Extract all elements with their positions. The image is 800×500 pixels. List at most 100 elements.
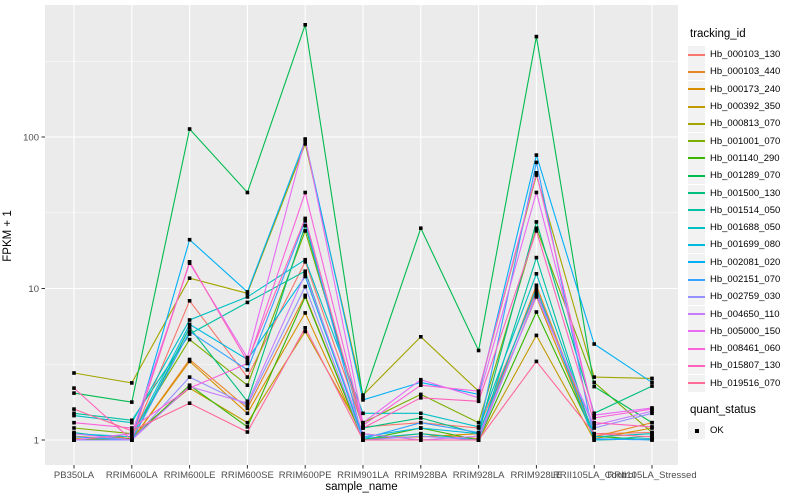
- data-point-Hb_001688_050: [361, 411, 365, 416]
- legend-color-line: [688, 330, 705, 333]
- legend-item-label: Hb_000103_130: [710, 49, 781, 61]
- legend-item-label: Hb_004650_110: [710, 308, 780, 320]
- legend-color-line: [688, 157, 705, 160]
- data-point-Hb_001289_070: [592, 384, 596, 389]
- data-point-Hb_002759_030: [187, 375, 192, 379]
- legend-color-line: [688, 192, 705, 195]
- data-point-Hb_000173_240: [303, 311, 307, 315]
- legend-key-swatch: [688, 219, 705, 237]
- legend-item-Hb_001514_050: Hb_001514_050: [688, 201, 800, 219]
- legend-key-swatch: [688, 201, 705, 219]
- legend-key-swatch: [688, 132, 705, 150]
- legend-color-line: [688, 53, 705, 56]
- legend-key-swatch: [688, 288, 705, 306]
- data-point-Hb_008461_060: [245, 361, 250, 366]
- y-tick-label: 100: [23, 133, 39, 144]
- legend-item-label: Hb_002151_070: [710, 274, 781, 285]
- data-point-Hb_001514_050: [72, 411, 76, 416]
- legend-item-label: Hb_000392_350: [710, 101, 781, 113]
- data-point-Hb_001289_070: [361, 396, 365, 400]
- data-point-Hb_000392_350: [534, 333, 539, 338]
- data-point-Hb_015807_130: [72, 386, 76, 390]
- data-point-Hb_019516_070: [650, 435, 654, 439]
- data-point-Hb_002759_030: [245, 403, 250, 407]
- data-point-Hb_008461_060: [187, 386, 192, 390]
- data-point-Hb_001001_070: [592, 380, 596, 385]
- data-point-Hb_002151_070: [187, 329, 192, 334]
- data-point-Hb_008461_060: [476, 389, 481, 393]
- data-point-Hb_001514_050: [130, 418, 134, 423]
- legend-color-line: [688, 174, 705, 177]
- legend-item-label: Hb_002081_020: [710, 256, 781, 268]
- data-point-Hb_001289_070: [419, 226, 423, 230]
- legend-item-Hb_000173_240: Hb_000173_240: [688, 80, 800, 98]
- data-point-Hb_015807_130: [419, 396, 423, 400]
- y-tick-label: 10: [28, 284, 39, 295]
- data-point-Hb_002081_020: [592, 342, 596, 346]
- data-point-Hb_004650_110: [303, 272, 307, 276]
- legend-item-quant-ok: OK: [688, 422, 800, 440]
- data-point-Hb_019516_070: [534, 359, 539, 364]
- legend-item-label: Hb_005000_150: [710, 325, 781, 337]
- x-tick-label: RRII105LA_Control: [553, 470, 635, 481]
- data-point-Hb_002759_030: [650, 411, 654, 416]
- data-point-Hb_015807_130: [361, 426, 365, 430]
- data-point-Hb_000103_440: [534, 283, 539, 288]
- data-point-Hb_001500_130: [245, 399, 250, 404]
- legend-item-Hb_004650_110: Hb_004650_110: [688, 305, 800, 323]
- legend-item-label: Hb_008461_060: [710, 343, 781, 355]
- data-point-Hb_000813_070: [187, 276, 192, 280]
- legend-color-line: [688, 295, 705, 298]
- data-point-Hb_008461_060: [534, 171, 539, 175]
- legend-key-swatch: [688, 115, 705, 133]
- legend-key-swatch: [688, 374, 705, 392]
- quant-status-legend: quant_status OK: [688, 404, 800, 440]
- data-point-Hb_019516_070: [245, 430, 250, 434]
- x-tick-label: RRIM600LA: [106, 470, 158, 481]
- legend-item-label: Hb_000173_240: [710, 83, 781, 95]
- data-point-Hb_002151_070: [419, 420, 423, 425]
- legend-color-line: [688, 209, 705, 212]
- data-point-Hb_001688_050: [534, 272, 539, 276]
- data-point-Hb_001500_130: [419, 416, 423, 420]
- data-point-Hb_015807_130: [187, 260, 192, 264]
- legend-color-line: [688, 382, 705, 385]
- data-point-Hb_000103_130: [303, 260, 307, 264]
- legend-item-Hb_002081_020: Hb_002081_020: [688, 253, 800, 271]
- data-point-Hb_001688_050: [476, 425, 481, 429]
- legend-item-Hb_000103_440: Hb_000103_440: [688, 63, 800, 81]
- data-point-Hb_000813_070: [130, 381, 134, 385]
- data-point-Hb_019516_070: [303, 326, 307, 330]
- data-point-Hb_002081_020: [534, 153, 539, 157]
- legend-key-swatch: [688, 322, 705, 340]
- legend-color-line: [688, 347, 705, 350]
- data-point-Hb_004650_110: [534, 294, 539, 298]
- data-point-Hb_000173_240: [187, 359, 192, 364]
- legend-item-label: Hb_001500_130: [710, 187, 781, 199]
- data-point-Hb_000813_070: [419, 335, 423, 339]
- legend-item-label: Hb_001688_050: [710, 222, 781, 234]
- legend-title-tracking-id: tracking_id: [690, 28, 746, 40]
- legend-item-label: Hb_000813_070: [710, 118, 781, 130]
- data-point-Hb_015807_130: [592, 420, 596, 425]
- legend-item-Hb_019516_070: Hb_019516_070: [688, 374, 800, 392]
- legend-item-Hb_001500_130: Hb_001500_130: [688, 184, 800, 202]
- data-point-Hb_000103_440: [245, 406, 250, 411]
- data-point-Hb_002759_030: [419, 434, 423, 438]
- legend-item-Hb_008461_060: Hb_008461_060: [688, 340, 800, 358]
- x-tick-label: RRIM901LA: [337, 470, 389, 481]
- data-point-Hb_002151_070: [592, 436, 596, 441]
- data-point-Hb_000813_070: [650, 376, 654, 381]
- data-point-Hb_000103_130: [187, 299, 192, 303]
- data-point-Hb_001001_070: [245, 383, 250, 387]
- data-point-Hb_001140_290: [303, 295, 307, 299]
- legend-item-label: Hb_019516_070: [710, 377, 781, 389]
- x-axis-title: sample_name: [325, 481, 398, 493]
- legend-item-Hb_001140_290: Hb_001140_290: [688, 149, 800, 167]
- data-point-Hb_001514_050: [534, 255, 539, 260]
- legend-key-swatch: [688, 357, 705, 375]
- legend-item-Hb_002759_030: Hb_002759_030: [688, 288, 800, 306]
- data-point-Hb_000173_240: [245, 411, 250, 416]
- data-point-Hb_001688_050: [72, 413, 76, 418]
